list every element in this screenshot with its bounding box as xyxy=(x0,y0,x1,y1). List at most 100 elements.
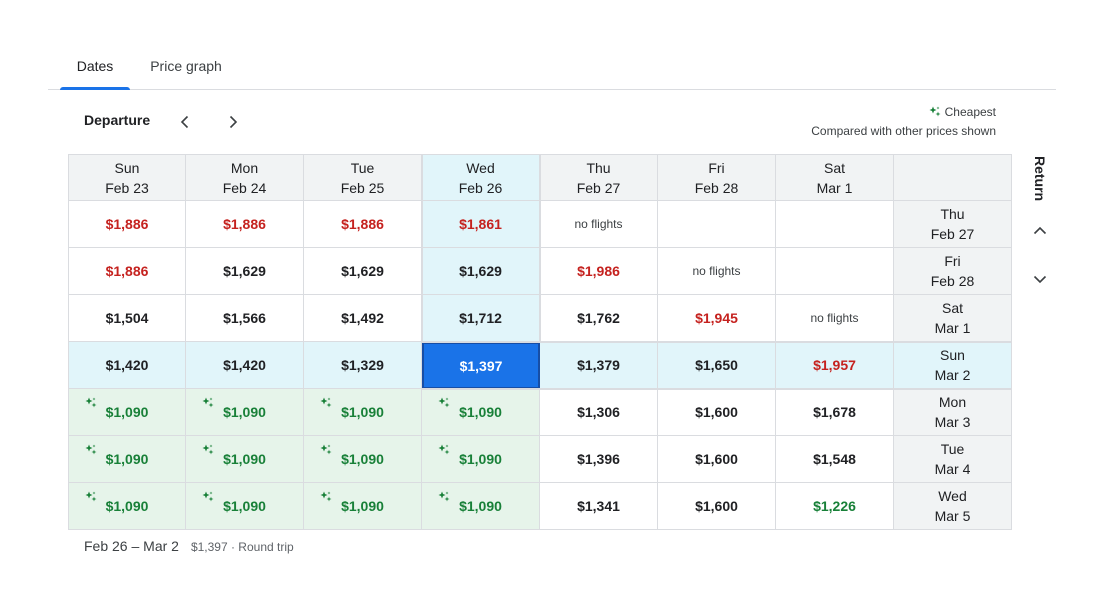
price-cell[interactable]: $1,548 xyxy=(776,436,894,483)
price-cell[interactable]: $1,341 xyxy=(540,483,658,530)
price-value: $1,886 xyxy=(105,263,149,279)
price-cell[interactable]: $1,420 xyxy=(186,342,304,389)
price-value: $1,341 xyxy=(577,498,620,514)
departure-next-button[interactable] xyxy=(219,108,247,136)
price-cell[interactable]: $1,712 xyxy=(422,295,540,342)
price-cell xyxy=(658,201,776,248)
price-cell[interactable]: $1,886 xyxy=(68,201,186,248)
price-cell[interactable]: $1,629 xyxy=(422,248,540,295)
date-label: Feb 25 xyxy=(340,179,385,196)
departure-date-header[interactable]: Fri Feb 28 xyxy=(658,154,776,201)
price-cell[interactable]: $1,600 xyxy=(658,483,776,530)
price-cell[interactable]: $1,504 xyxy=(68,295,186,342)
price-cell[interactable]: $1,957 xyxy=(776,342,894,389)
day-label: Tue xyxy=(350,159,375,176)
return-next-button[interactable] xyxy=(1028,267,1052,291)
return-date-header[interactable]: Sun Mar 2 xyxy=(894,342,1012,389)
price-value: $1,886 xyxy=(223,216,266,232)
price-cell[interactable]: $1,329 xyxy=(304,342,422,389)
sparkle-icon xyxy=(438,396,450,412)
return-date-header[interactable]: Wed Mar 5 xyxy=(894,483,1012,530)
price-value: $1,090 xyxy=(105,404,149,420)
price-value: no flights xyxy=(574,217,623,231)
price-value: $1,396 xyxy=(577,451,620,467)
sparkle-icon xyxy=(202,443,214,459)
price-cell[interactable]: $1,090 xyxy=(422,389,540,436)
price-cell[interactable]: $1,629 xyxy=(304,248,422,295)
chevron-right-icon xyxy=(229,115,238,129)
selected-price: $1,397 · Round trip xyxy=(190,540,294,554)
price-cell[interactable]: $1,397 xyxy=(422,342,540,389)
price-cell[interactable]: $1,090 xyxy=(422,436,540,483)
day-label: Wed xyxy=(938,488,967,504)
price-cell[interactable]: $1,986 xyxy=(540,248,658,295)
active-tab-indicator xyxy=(60,87,130,90)
day-label: Sun xyxy=(940,347,965,363)
tab-bar: Dates Price graph xyxy=(48,40,1056,90)
departure-date-header[interactable]: Sun Feb 23 xyxy=(68,154,186,201)
departure-date-header[interactable]: Thu Feb 27 xyxy=(540,154,658,201)
price-value: $1,090 xyxy=(105,498,149,514)
return-date-header[interactable]: Fri Feb 28 xyxy=(894,248,1012,295)
price-value: $1,886 xyxy=(105,216,149,232)
price-cell xyxy=(776,201,894,248)
departure-date-header[interactable]: Tue Feb 25 xyxy=(304,154,422,201)
price-value: no flights xyxy=(692,264,741,278)
price-value: $1,650 xyxy=(695,357,738,373)
price-cell[interactable]: $1,678 xyxy=(776,389,894,436)
price-cell[interactable]: $1,090 xyxy=(304,389,422,436)
price-value: $1,090 xyxy=(459,498,502,514)
sparkle-icon xyxy=(202,396,214,412)
price-cell[interactable]: $1,566 xyxy=(186,295,304,342)
return-date-header[interactable]: Mon Mar 3 xyxy=(894,389,1012,436)
departure-date-header[interactable]: Sat Mar 1 xyxy=(776,154,894,201)
departure-label: Departure xyxy=(84,112,151,128)
price-cell[interactable]: $1,226 xyxy=(776,483,894,530)
price-cell[interactable]: $1,650 xyxy=(658,342,776,389)
price-cell[interactable]: $1,886 xyxy=(186,201,304,248)
date-label: Feb 26 xyxy=(458,179,503,196)
return-date-header[interactable]: Tue Mar 4 xyxy=(894,436,1012,483)
price-cell[interactable]: $1,379 xyxy=(540,342,658,389)
price-cell[interactable]: $1,861 xyxy=(422,201,540,248)
date-label: Feb 27 xyxy=(576,179,621,196)
price-cell[interactable]: $1,629 xyxy=(186,248,304,295)
price-value: $1,548 xyxy=(813,451,856,467)
price-cell[interactable]: $1,420 xyxy=(68,342,186,389)
price-cell[interactable]: $1,945 xyxy=(658,295,776,342)
date-label: Mar 3 xyxy=(934,414,971,430)
departure-previous-button[interactable] xyxy=(171,108,199,136)
price-cell[interactable]: $1,090 xyxy=(304,483,422,530)
day-label: Thu xyxy=(940,206,965,222)
price-value: $1,492 xyxy=(341,310,384,326)
date-label: Mar 1 xyxy=(816,179,853,196)
price-cell[interactable]: $1,090 xyxy=(68,389,186,436)
price-cell[interactable]: $1,090 xyxy=(68,436,186,483)
price-cell[interactable]: $1,600 xyxy=(658,389,776,436)
price-cell[interactable]: $1,600 xyxy=(658,436,776,483)
price-cell[interactable]: $1,090 xyxy=(422,483,540,530)
price-value: $1,600 xyxy=(695,404,738,420)
price-cell[interactable]: $1,090 xyxy=(186,389,304,436)
return-date-header[interactable]: Thu Feb 27 xyxy=(894,201,1012,248)
price-cell[interactable]: $1,762 xyxy=(540,295,658,342)
departure-date-header[interactable]: Mon Feb 24 xyxy=(186,154,304,201)
price-value: $1,090 xyxy=(223,498,266,514)
price-cell[interactable]: $1,886 xyxy=(304,201,422,248)
tab-dates[interactable]: Dates xyxy=(76,58,114,74)
price-cell[interactable]: $1,306 xyxy=(540,389,658,436)
departure-date-header[interactable]: Wed Feb 26 xyxy=(422,154,540,201)
return-date-header[interactable]: Sat Mar 1 xyxy=(894,295,1012,342)
price-cell[interactable]: $1,090 xyxy=(186,483,304,530)
price-cell[interactable]: $1,090 xyxy=(68,483,186,530)
day-label: Sat xyxy=(941,300,963,316)
price-cell[interactable]: $1,090 xyxy=(304,436,422,483)
price-cell[interactable]: $1,396 xyxy=(540,436,658,483)
tab-price-graph[interactable]: Price graph xyxy=(150,58,222,74)
price-cell[interactable]: $1,886 xyxy=(68,248,186,295)
return-previous-button[interactable] xyxy=(1028,219,1052,243)
price-cell[interactable]: $1,492 xyxy=(304,295,422,342)
date-label: Feb 23 xyxy=(105,179,149,196)
price-cell[interactable]: $1,090 xyxy=(186,436,304,483)
chevron-up-icon xyxy=(1033,226,1047,235)
